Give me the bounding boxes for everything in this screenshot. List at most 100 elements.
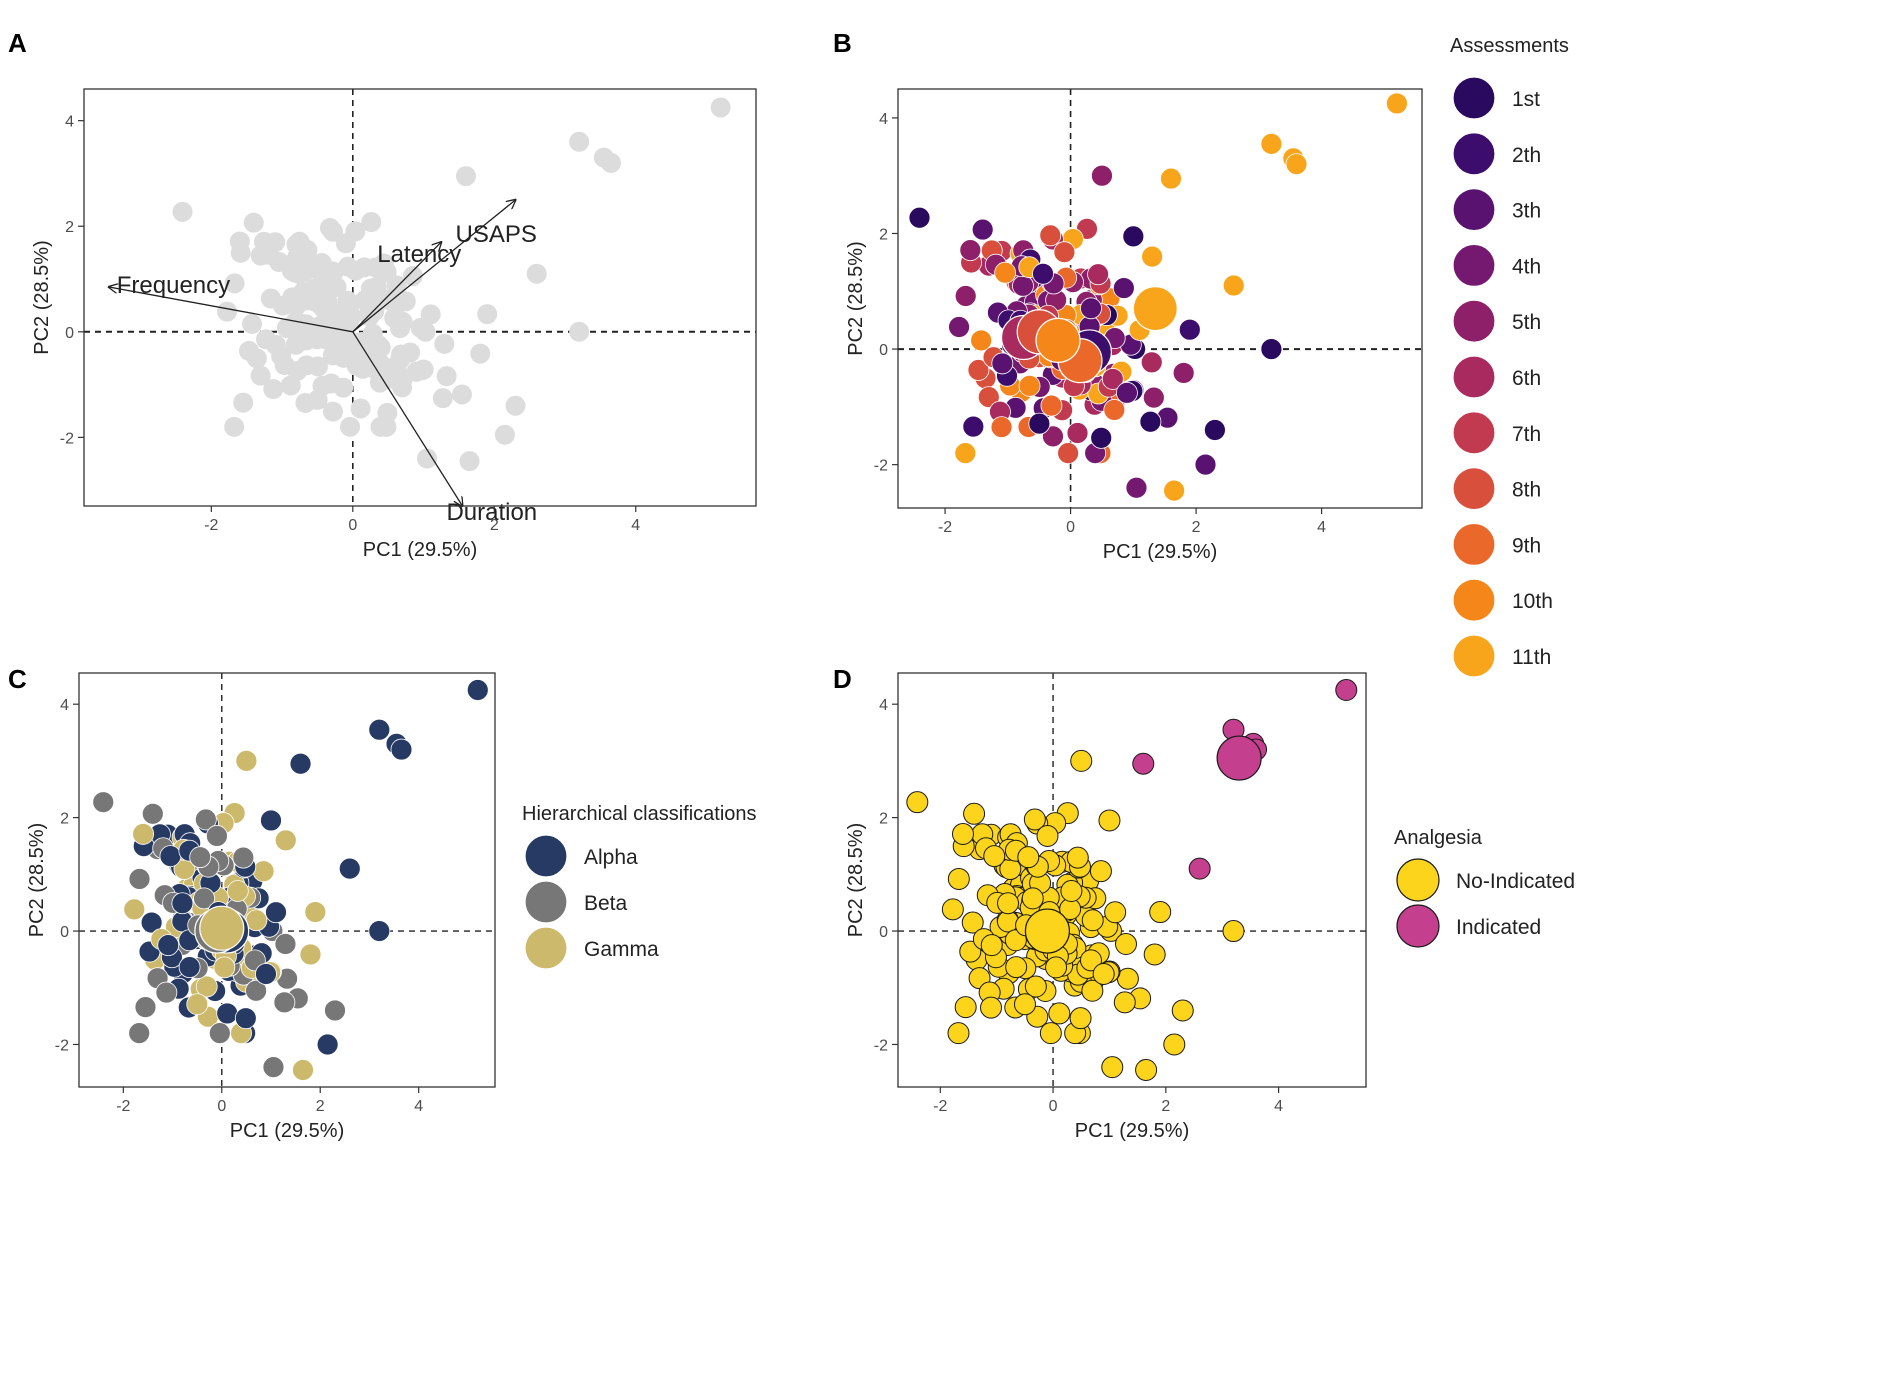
data-point: [1222, 274, 1245, 297]
data-point: [1142, 386, 1165, 409]
data-point: [494, 424, 515, 445]
data-point: [1104, 901, 1127, 924]
data-point: [1032, 262, 1054, 285]
x-tick-label: 2: [490, 517, 499, 534]
data-point: [477, 304, 498, 325]
data-point: [229, 231, 250, 252]
data-point: [970, 329, 993, 352]
data-point: [1039, 1022, 1062, 1045]
data-point: [346, 355, 367, 376]
y-tick-label: 2: [60, 811, 69, 828]
data-point: [255, 963, 277, 985]
data-point: [1036, 824, 1059, 847]
x-tick-label: 4: [631, 517, 640, 534]
data-point: [1081, 979, 1104, 1002]
legend-label: 6th: [1512, 367, 1541, 390]
data-point: [1053, 241, 1076, 264]
data-point: [1139, 410, 1162, 433]
data-point: [1112, 277, 1135, 299]
data-point: [273, 991, 296, 1014]
data-point: [265, 334, 286, 355]
data-point: [324, 999, 346, 1022]
data-point: [243, 212, 264, 233]
data-point: [233, 392, 254, 413]
data-point: [260, 809, 282, 832]
y-tick-label: 0: [65, 325, 74, 342]
legend-swatch: [1452, 355, 1496, 399]
data-point: [286, 295, 307, 316]
data-point: [1149, 901, 1172, 924]
data-point: [186, 993, 209, 1016]
data-point: [1060, 880, 1083, 903]
data-point: [311, 253, 332, 274]
legend-title: Analgesia: [1394, 827, 1483, 849]
data-point: [377, 402, 398, 423]
legend-swatch: [1452, 578, 1496, 622]
data-point: [1116, 381, 1138, 404]
legend-swatch: [524, 880, 568, 924]
data-point: [265, 901, 287, 924]
data-point: [947, 867, 970, 890]
data-point: [1070, 749, 1093, 772]
data-point: [364, 301, 385, 322]
data-point: [316, 1033, 339, 1056]
data-point: [274, 829, 297, 852]
vector-label: Duration: [446, 499, 537, 526]
panel-label: C: [8, 664, 27, 694]
data-point: [1039, 224, 1062, 247]
data-point: [299, 943, 322, 966]
data-point: [1160, 167, 1182, 190]
data-point: [1140, 351, 1163, 374]
y-tick-label: 2: [65, 219, 74, 236]
data-point: [1017, 846, 1040, 869]
y-tick-label: -2: [874, 458, 888, 475]
plot-frame: [78, 672, 496, 1088]
y-tick-label: 0: [879, 342, 888, 359]
x-tick-label: 2: [316, 1098, 325, 1115]
data-point: [452, 384, 473, 405]
loading-vector: [352, 242, 441, 333]
panel-b: B -2 0 2 4 -2 0 2 4 PC1 (29.5%) PC2 (28.5%) Assessm…: [833, 28, 1569, 678]
data-point: [1103, 399, 1126, 421]
data-point: [1021, 887, 1044, 910]
data-point: [232, 846, 255, 869]
data-point: [417, 448, 438, 469]
data-point: [217, 301, 238, 322]
data-point: [1012, 274, 1034, 297]
data-point: [157, 934, 180, 957]
data-point: [996, 892, 1019, 915]
legend-label: 3th: [1512, 200, 1541, 223]
data-point: [1091, 164, 1113, 187]
legend-swatch: [1452, 634, 1496, 678]
data-point: [308, 316, 329, 337]
data-point: [307, 389, 328, 410]
x-tick-label: 0: [217, 1098, 226, 1115]
legend-label: 5th: [1512, 311, 1541, 334]
data-point: [1194, 453, 1217, 476]
data-point: [455, 166, 476, 187]
data-point: [1098, 809, 1121, 832]
legend-swatch: [1452, 411, 1496, 455]
data-point: [951, 822, 974, 845]
data-point: [193, 887, 215, 910]
y-tick-label: -2: [60, 430, 74, 447]
data-point: [304, 901, 327, 923]
data-point: [92, 791, 115, 814]
legend-label: 9th: [1512, 534, 1541, 557]
x-tick-label: 0: [1049, 1098, 1058, 1115]
data-point: [340, 416, 361, 437]
y-tick-label: -2: [874, 1037, 888, 1054]
centroid-point: [1216, 735, 1262, 781]
legend: Assessments 1st 2th 3th 4th 5th 6th 7th 8th 9th 10…: [1450, 35, 1569, 678]
data-point: [224, 416, 245, 437]
data-point: [171, 892, 194, 915]
data-point: [977, 386, 1000, 409]
data-point: [908, 206, 931, 229]
data-point: [1114, 933, 1137, 956]
legend: Hierarchical classifications Alpha Beta Gam…: [522, 803, 757, 970]
panel-label: D: [833, 664, 852, 694]
data-point: [390, 738, 413, 761]
data-point: [289, 752, 312, 775]
data-point: [392, 377, 413, 398]
legend-swatch: [1452, 522, 1496, 567]
